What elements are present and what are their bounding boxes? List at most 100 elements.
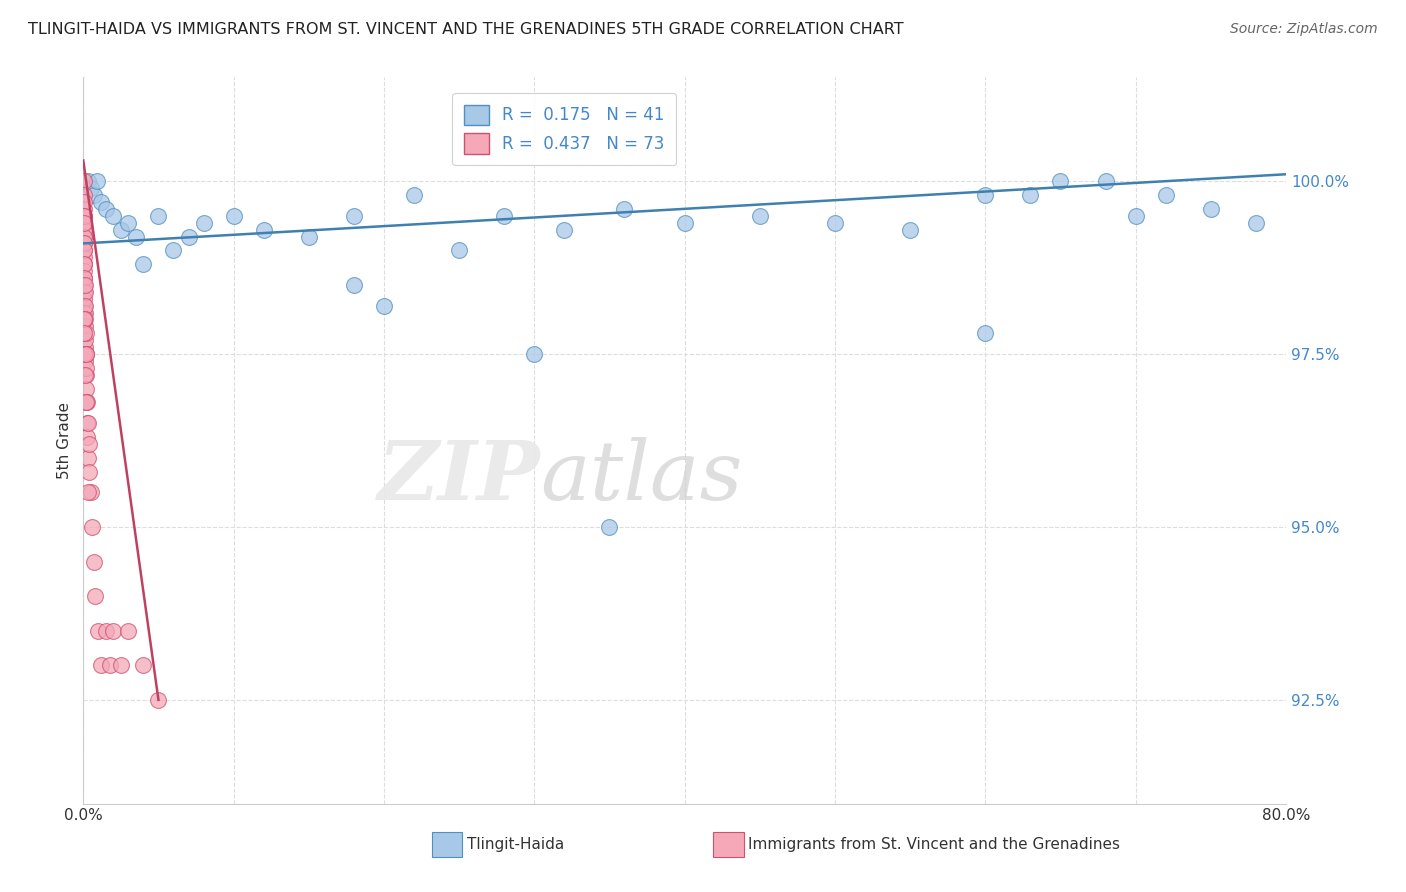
Point [73,285,96,299]
Point [77,437,100,451]
Point [80,485,103,500]
Point [82,520,104,534]
Legend: R =  0.175   N = 41, R =  0.437   N = 73: R = 0.175 N = 41, R = 0.437 N = 73 [453,93,676,165]
Point [87,624,110,638]
Point [73,264,96,278]
Point [117,624,139,638]
Point [72,229,94,244]
Point [73,194,96,209]
Point [72,244,94,258]
Point [73,285,96,299]
Text: Immigrants from St. Vincent and the Grenadines: Immigrants from St. Vincent and the Gren… [748,838,1121,852]
Point [73,319,96,334]
Point [73,368,96,382]
Point [76,450,98,465]
Point [73,209,96,223]
Point [94,624,117,638]
Point [1154,188,1177,202]
Point [86,174,108,188]
Point [75,347,97,361]
Point [73,305,96,319]
Point [73,236,96,251]
Point [613,202,636,216]
Point [79,465,101,479]
Y-axis label: 5th Grade: 5th Grade [58,402,72,479]
Point [523,347,546,361]
Point [298,229,321,244]
Point [73,250,96,264]
Point [103,624,125,638]
Point [73,229,96,244]
Point [132,658,155,673]
Point [162,244,184,258]
Point [83,555,105,569]
Point [72,202,94,216]
Point [974,326,997,341]
Text: atlas: atlas [540,437,742,516]
Point [73,271,96,285]
Point [73,277,96,292]
Point [75,360,97,375]
Point [449,244,471,258]
Point [673,216,696,230]
Point [494,209,516,223]
Point [76,416,98,430]
Point [90,194,112,209]
Point [343,209,366,223]
Point [83,188,105,202]
Point [1049,174,1071,188]
Point [72,216,94,230]
Point [75,347,97,361]
Point [73,299,96,313]
Point [75,368,97,382]
Point [1244,216,1267,230]
Point [73,326,96,341]
Point [75,382,97,396]
Point [76,416,98,430]
Point [75,312,97,326]
Point [73,257,96,271]
Point [553,222,575,236]
Point [73,236,96,251]
Point [1199,202,1222,216]
Point [132,257,155,271]
Text: TLINGIT-HAIDA VS IMMIGRANTS FROM ST. VINCENT AND THE GRENADINES 5TH GRADE CORREL: TLINGIT-HAIDA VS IMMIGRANTS FROM ST. VIN… [28,22,904,37]
Point [73,312,96,326]
Point [73,216,96,230]
Point [75,395,97,409]
Point [73,244,96,258]
Point [177,229,200,244]
Point [974,188,997,202]
Point [110,222,132,236]
Point [73,347,96,361]
Point [73,305,96,319]
Point [76,430,98,444]
Point [73,257,96,271]
Point [748,209,770,223]
Point [98,658,121,673]
Point [72,174,94,188]
Point [148,209,170,223]
Point [80,181,103,195]
Text: Tlingit-Haida: Tlingit-Haida [467,838,564,852]
Point [125,229,148,244]
Point [75,395,97,409]
Text: Source: ZipAtlas.com: Source: ZipAtlas.com [1230,22,1378,37]
Point [73,209,96,223]
Point [94,202,117,216]
Point [253,222,276,236]
Point [1019,188,1042,202]
Point [76,395,98,409]
Point [75,326,97,341]
Text: ZIP: ZIP [378,437,540,516]
Point [76,174,98,188]
Point [824,216,846,230]
Point [73,277,96,292]
Point [73,340,96,354]
Point [84,589,107,603]
Point [73,292,96,306]
Point [73,257,96,271]
Point [193,216,215,230]
Point [598,520,620,534]
Point [117,216,139,230]
